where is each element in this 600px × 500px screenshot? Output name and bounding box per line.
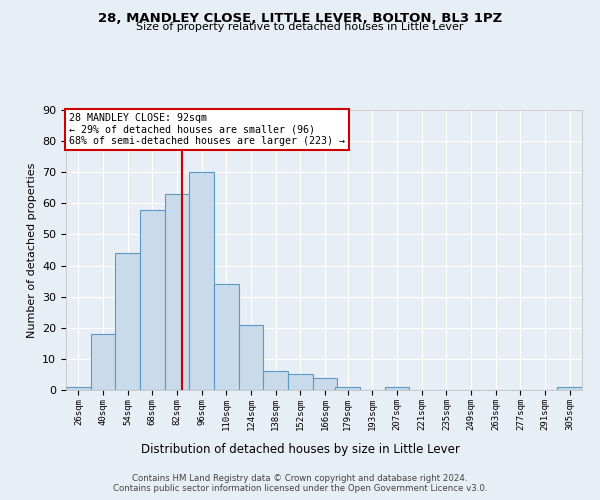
Bar [140,210,164,390]
Bar [115,253,140,390]
Text: Distribution of detached houses by size in Little Lever: Distribution of detached houses by size … [140,442,460,456]
Bar [66,387,91,390]
Bar [385,387,409,390]
Text: 28 MANDLEY CLOSE: 92sqm
← 29% of detached houses are smaller (96)
68% of semi-de: 28 MANDLEY CLOSE: 92sqm ← 29% of detache… [68,113,344,146]
Bar [239,324,263,390]
Bar [313,378,337,390]
Text: Contains HM Land Registry data © Crown copyright and database right 2024.: Contains HM Land Registry data © Crown c… [132,474,468,483]
Bar [557,387,582,390]
Text: 28, MANDLEY CLOSE, LITTLE LEVER, BOLTON, BL3 1PZ: 28, MANDLEY CLOSE, LITTLE LEVER, BOLTON,… [98,12,502,26]
Text: Size of property relative to detached houses in Little Lever: Size of property relative to detached ho… [136,22,464,32]
Bar [189,172,214,390]
Y-axis label: Number of detached properties: Number of detached properties [26,162,37,338]
Bar [263,372,288,390]
Bar [91,334,115,390]
Bar [214,284,239,390]
Text: Contains public sector information licensed under the Open Government Licence v3: Contains public sector information licen… [113,484,487,493]
Bar [164,194,189,390]
Bar [288,374,313,390]
Bar [335,387,360,390]
